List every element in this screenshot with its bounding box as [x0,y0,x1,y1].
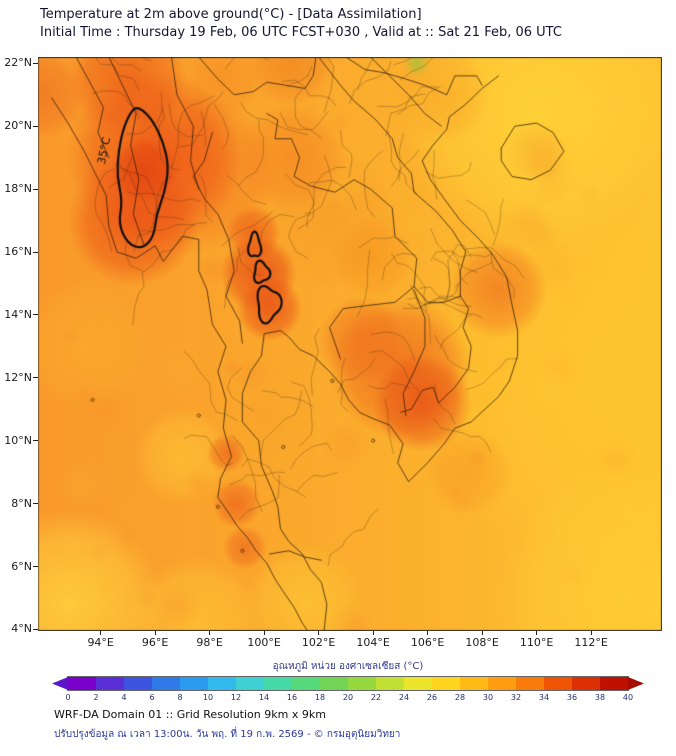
colorbar-segment [348,677,376,690]
x-axis-tick [536,631,538,635]
y-axis-label: 18°N [4,182,32,196]
y-axis-tick [33,251,38,253]
colorbar-tick-label: 38 [594,693,606,702]
colorbar-tick-label: 16 [286,693,298,702]
colorbar-segment [600,677,628,690]
x-axis-tick [481,631,483,635]
colorbar-title: อุณหภูมิ หน่วย องศาเซลเซียส (°C) [272,661,424,672]
y-axis-tick [33,62,38,64]
colorbar-tick-label: 2 [93,693,99,702]
x-axis-tick [590,631,592,635]
colorbar-tick-label: 14 [258,693,270,702]
colorbar-segment [68,677,96,690]
x-axis-label: 108°E [465,636,499,649]
colorbar-segment [320,677,348,690]
y-axis-label: 8°N [11,496,32,510]
x-axis-tick [427,631,429,635]
colorbar-bar [52,676,644,691]
colorbar-segment [208,677,236,690]
colorbar-tick-label: 6 [149,693,155,702]
colorbar: อุณหภูมิ หน่วย องศาเซลเซียส (°C) 0 2 4 6 8 10… [52,659,644,704]
colorbar-tick-label: 10 [202,693,214,702]
chart-subtitle: Initial Time : Thursday 19 Feb, 06 UTC F… [40,25,562,40]
colorbar-tick-label: 36 [566,693,578,702]
colorbar-tick-label: 4 [121,693,127,702]
colorbar-segment [292,677,320,690]
x-axis-label: 96°E [141,636,169,649]
x-axis-tick [372,631,374,635]
y-axis-tick [33,377,38,379]
y-axis-tick [33,125,38,127]
y-axis-label: 22°N [4,56,32,70]
y-axis-tick [33,566,38,568]
update-info-text: ปรับปรุงข้อมูล ณ เวลา 13:00น. วัน พฤ. ที… [54,729,401,740]
colorbar-segment [124,677,152,690]
y-axis-label: 10°N [4,433,32,447]
temperature-map-canvas [38,57,662,631]
x-axis-label: 100°E [247,636,281,649]
x-axis-label: 94°E [87,636,114,649]
colorbar-segment [516,677,544,690]
y-axis-label: 6°N [11,559,32,573]
colorbar-segment [152,677,180,690]
x-axis-tick [318,631,320,635]
colorbar-tick-label: 18 [314,693,326,702]
y-axis-label: 12°N [4,370,32,384]
x-axis-tick [263,631,265,635]
colorbar-segment [404,677,432,690]
colorbar-tick-label: 28 [454,693,466,702]
colorbar-tick-label: 20 [342,693,354,702]
colorbar-segment [180,677,208,690]
x-axis-label: 112°E [574,636,608,649]
y-axis-tick [33,314,38,316]
colorbar-tick-label: 8 [177,693,183,702]
y-axis-tick [33,628,38,630]
colorbar-under-range-arrow [52,677,68,690]
x-axis-label: 104°E [356,636,390,649]
y-axis-label: 16°N [4,245,32,258]
colorbar-tick-label: 24 [398,693,410,702]
colorbar-segment [544,677,572,690]
colorbar-tick-row: 0 2 4 6 8 10 12 14 16 18 20 22 24 26 28 30 32 34 36 38 40 [52,693,644,704]
colorbar-segments [67,676,629,691]
colorbar-tick-label: 26 [426,693,438,702]
colorbar-tick-label: 34 [538,693,550,702]
colorbar-tick-label: 30 [482,693,494,702]
colorbar-segment [264,677,292,690]
y-axis-tick [33,188,38,190]
y-axis-tick [33,503,38,505]
x-axis-label: 106°E [410,636,445,649]
colorbar-tick-label: 22 [370,693,382,702]
x-axis-label: 98°E [196,636,223,649]
colorbar-tick-label: 12 [230,693,242,702]
colorbar-segment [460,677,488,690]
colorbar-segment [96,677,124,690]
colorbar-tick-label: 40 [622,693,634,702]
colorbar-segment [572,677,600,690]
y-axis-label: 20°N [4,119,32,133]
colorbar-tick-label: 0 [65,693,71,702]
x-axis-tick [209,631,211,635]
x-axis-tick [100,631,102,635]
colorbar-segment [488,677,516,690]
y-axis-label: 4°N [11,622,32,636]
colorbar-over-range-arrow [628,677,644,690]
colorbar-segment [236,677,264,690]
colorbar-tick-label: 32 [510,693,522,702]
colorbar-segment [376,677,404,690]
colorbar-segment [432,677,460,690]
y-axis-tick [33,440,38,442]
chart-title: Temperature at 2m above ground(°C) - [Da… [40,7,422,22]
y-axis-label: 14°N [4,307,32,321]
x-axis-label: 102°E [301,636,336,649]
x-axis-tick [154,631,156,635]
x-axis-label: 110°E [519,636,554,649]
model-info-text: WRF-DA Domain 01 :: Grid Resolution 9km … [54,708,326,721]
